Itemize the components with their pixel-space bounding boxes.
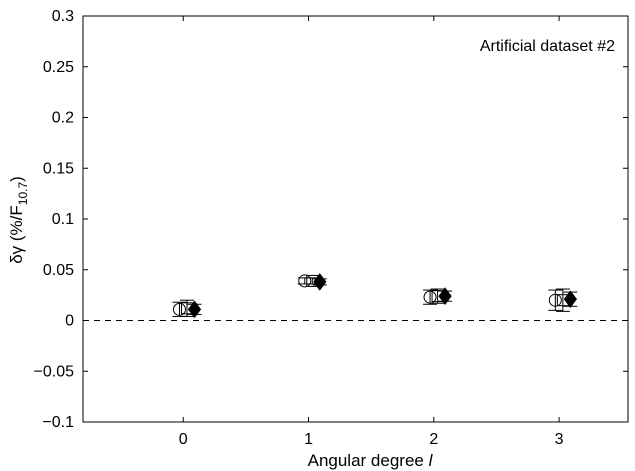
diamond-point bbox=[313, 273, 327, 291]
x-tick-label: 3 bbox=[555, 431, 564, 448]
diamond-point bbox=[438, 287, 452, 305]
x-tick-label: 0 bbox=[179, 431, 188, 448]
circle-point bbox=[423, 290, 437, 304]
y-axis-label: δγ (%/F10.7) bbox=[7, 176, 30, 264]
x-tick-label: 2 bbox=[429, 431, 438, 448]
diamond-point bbox=[563, 290, 577, 309]
x-tick-label: 1 bbox=[304, 431, 313, 448]
diamond-point bbox=[187, 300, 202, 319]
annotation-text: Artificial dataset #2 bbox=[480, 38, 615, 55]
circle-point bbox=[172, 302, 186, 316]
y-tick-label: 0.3 bbox=[52, 8, 74, 25]
y-tick-label: 0.2 bbox=[52, 110, 74, 127]
plot-frame bbox=[82, 15, 629, 423]
axis-ticks: −0.1 −0.05 0 0.05 0.1 0.15 0.2 0.25 0.3 0 1 2 3 bbox=[34, 8, 628, 448]
data-points bbox=[172, 273, 578, 319]
circle-point bbox=[548, 293, 562, 307]
x-axis-label: Angular degree l bbox=[308, 451, 434, 470]
y-tick-label: 0 bbox=[65, 313, 74, 330]
circle-point bbox=[298, 274, 312, 288]
y-tick-label: −0.1 bbox=[42, 414, 74, 431]
y-tick-label: 0.25 bbox=[43, 59, 74, 76]
y-tick-label: 0.1 bbox=[52, 211, 74, 228]
y-tick-label: −0.05 bbox=[34, 363, 75, 380]
y-tick-label: 0.05 bbox=[43, 262, 74, 279]
y-tick-label: 0.15 bbox=[43, 160, 74, 177]
